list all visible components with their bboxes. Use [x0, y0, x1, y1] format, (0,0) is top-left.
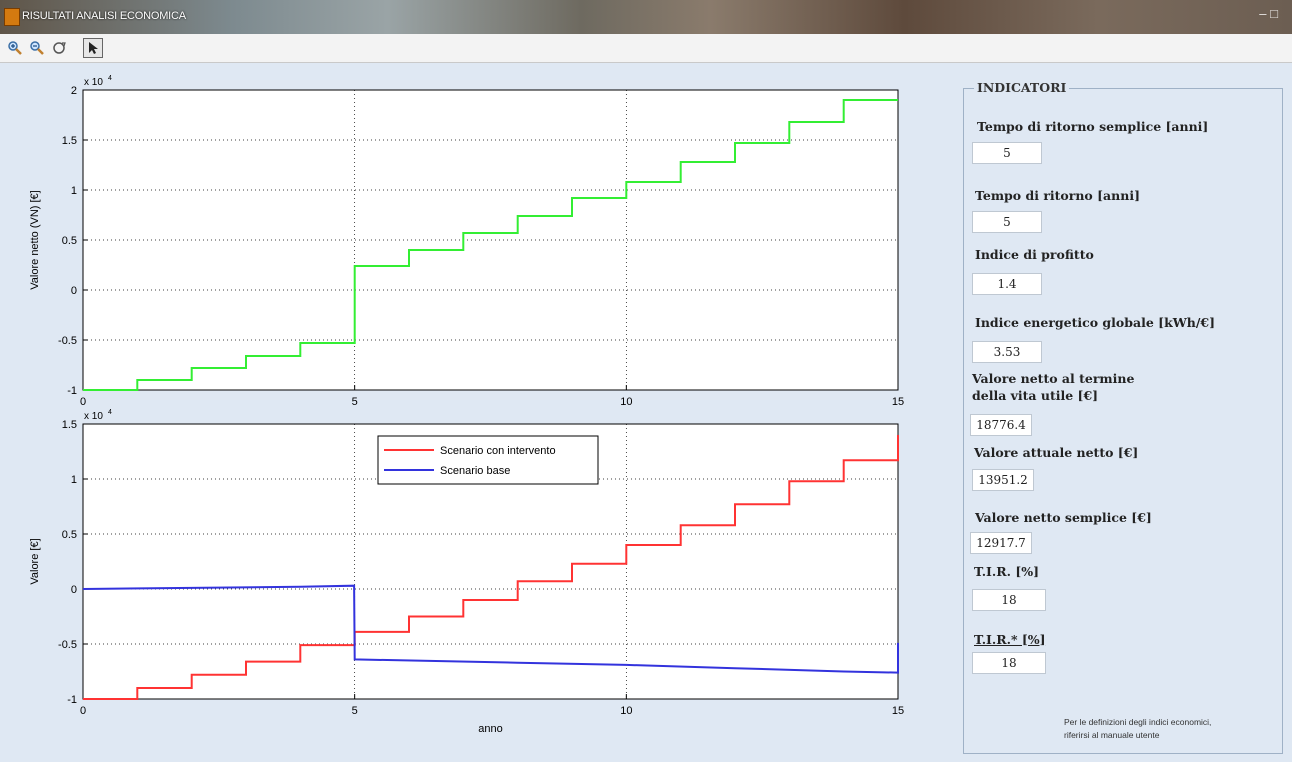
matlab-app-icon [4, 8, 20, 26]
y-exponent-power: 4 [108, 409, 112, 416]
y-tick-label: -0.5 [58, 639, 77, 651]
legend-label: Scenario base [440, 465, 510, 477]
y-tick-label: 0.5 [62, 529, 77, 541]
value-energy-index: 3.53 [972, 341, 1042, 363]
axes-bottom[interactable]: 0 5 10 15 -1 -0.5 0 0.5 1 1.5 x 10 4 Valore [€] anno S… [29, 409, 904, 735]
y-tick-label: 1.5 [62, 135, 77, 147]
label-irr: T.I.R. [%] [974, 564, 1040, 579]
y-tick-label: 0.5 [62, 235, 77, 247]
value-net-value-end-life: 18776.4 [970, 414, 1032, 436]
label-net-value-end-life: Valore netto al termine della vita utile… [972, 371, 1135, 403]
window-controls[interactable]: – □ [1259, 6, 1278, 21]
x-tick-label: 15 [892, 705, 904, 717]
y-tick-label: -0.5 [58, 335, 77, 347]
value-irr: 18 [972, 589, 1046, 611]
figure-toolbar [0, 34, 1292, 63]
label-profit-index: Indice di profitto [975, 247, 1094, 262]
label-npv: Valore attuale netto [€] [974, 445, 1139, 460]
legend-label: Scenario con intervento [440, 445, 556, 457]
indicators-title: INDICATORI [974, 80, 1070, 95]
axes-top[interactable]: 0 5 10 15 -1 -0.5 0 0.5 1 1.5 2 x 10 4 Valore netto (… [29, 75, 904, 408]
series-line-1 [83, 99, 898, 391]
label-irr-star: T.I.R.* [%] [974, 632, 1046, 647]
value-profit-index: 1.4 [972, 273, 1042, 295]
y-tick-label: 0 [71, 285, 77, 297]
value-simple-net-value: 12917.7 [970, 532, 1032, 554]
y-exponent-label: x 10 [84, 411, 103, 422]
y-tick-label: 0 [71, 584, 77, 596]
series-line-1 [83, 435, 899, 700]
label-payback: Tempo di ritorno [anni] [975, 188, 1140, 203]
label-simple-payback: Tempo di ritorno semplice [anni] [977, 119, 1209, 134]
y-exponent-power: 4 [108, 75, 112, 82]
value-irr-star: 18 [972, 652, 1046, 674]
legend-box [377, 435, 599, 485]
y-axis-label: Valore netto (VN) [€] [29, 190, 41, 289]
series-line-2 [82, 584, 899, 674]
zoom-out-icon[interactable] [27, 38, 47, 58]
x-axis-label: anno [478, 723, 502, 735]
y-tick-label: 1 [71, 474, 77, 486]
y-tick-label: 2 [71, 85, 77, 97]
label-energy-index: Indice energetico globale [kWh/€] [975, 315, 1216, 330]
indicators-panel [963, 88, 1283, 754]
window-titlebar: RISULTATI ANALISI ECONOMICA – □ [0, 0, 1292, 34]
value-payback: 5 [972, 211, 1042, 233]
x-tick-label: 0 [80, 705, 86, 717]
pointer-icon[interactable] [83, 38, 103, 58]
y-exponent-label: x 10 [84, 77, 103, 88]
indicators-note: Per le definizioni degli indici economic… [1064, 717, 1212, 740]
value-simple-payback: 5 [972, 142, 1042, 164]
rotate-icon[interactable] [49, 38, 69, 58]
plot-area [82, 89, 899, 391]
y-tick-label: -1 [67, 694, 77, 706]
x-tick-label: 5 [352, 396, 358, 408]
x-tick-label: 10 [620, 705, 632, 717]
y-tick-label: -1 [67, 385, 77, 397]
y-axis-label: Valore [€] [29, 538, 41, 584]
x-tick-label: 5 [352, 705, 358, 717]
zoom-in-icon[interactable] [5, 38, 25, 58]
value-npv: 13951.2 [972, 469, 1034, 491]
y-tick-label: 1 [71, 185, 77, 197]
x-tick-label: 15 [892, 396, 904, 408]
x-tick-label: 10 [620, 396, 632, 408]
window-title: RISULTATI ANALISI ECONOMICA [22, 10, 186, 22]
label-simple-net-value: Valore netto semplice [€] [975, 510, 1152, 525]
x-tick-label: 0 [80, 396, 86, 408]
y-tick-label: 1.5 [62, 419, 77, 431]
